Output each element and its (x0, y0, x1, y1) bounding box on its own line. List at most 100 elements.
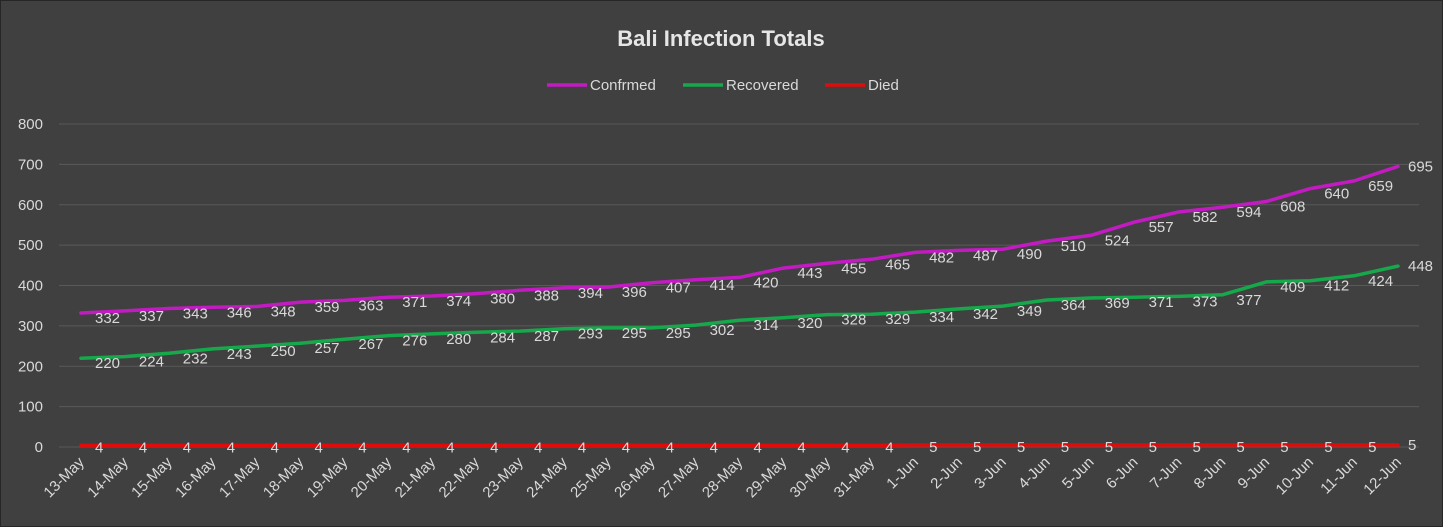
x-tick-label: 27-May (655, 453, 703, 501)
data-label: 4 (666, 439, 674, 456)
x-tick-label: 14-May (84, 453, 132, 501)
legend-entry: Died (868, 77, 899, 94)
data-label: 407 (666, 280, 691, 297)
data-label: 557 (1149, 219, 1174, 236)
data-label: 373 (1193, 293, 1218, 310)
y-axis: 0 100 200 300 400 500 600 700 800 (18, 116, 43, 456)
data-label: 5 (1408, 437, 1416, 454)
data-label: 302 (710, 322, 735, 339)
x-tick-label: 23-May (479, 453, 527, 501)
data-label: 4 (754, 439, 762, 456)
data-label: 5 (973, 439, 981, 456)
data-label: 5 (1236, 439, 1244, 456)
legend-entry: Recovered (726, 77, 799, 94)
data-label: 314 (754, 317, 779, 334)
x-tick-label: 28-May (699, 453, 747, 501)
data-label: 388 (534, 287, 559, 304)
data-label: 346 (227, 304, 252, 321)
x-tick-label: 22-May (436, 453, 484, 501)
x-tick-label: 7-Jun (1147, 454, 1186, 493)
y-tick-label: 800 (18, 116, 43, 133)
x-axis: 13-May14-May15-May16-May17-May18-May19-M… (40, 453, 1404, 501)
x-tick-label: 19-May (304, 453, 352, 501)
data-label: 329 (885, 311, 910, 328)
x-tick-label: 25-May (567, 453, 615, 501)
x-tick-label: 2-Jun (927, 454, 966, 493)
data-label: 343 (183, 306, 208, 323)
data-label: 5 (1061, 439, 1069, 456)
data-label: 4 (95, 439, 103, 456)
data-label: 4 (139, 439, 147, 456)
x-tick-label: 18-May (260, 453, 308, 501)
x-tick-label: 8-Jun (1191, 454, 1230, 493)
data-label: 510 (1061, 238, 1086, 255)
data-label: 5 (1105, 439, 1113, 456)
data-label: 334 (929, 309, 954, 326)
x-tick-label: 6-Jun (1103, 454, 1142, 493)
y-tick-label: 100 (18, 399, 43, 416)
chart-title: Bali Infection Totals (617, 26, 824, 51)
series-group (79, 164, 1400, 448)
data-label: 267 (358, 336, 383, 353)
data-label: 348 (271, 303, 296, 320)
y-tick-label: 500 (18, 237, 43, 254)
data-label: 5 (1149, 439, 1157, 456)
data-label: 380 (490, 291, 515, 308)
x-tick-label: 21-May (392, 453, 440, 501)
x-tick-label: 10-Jun (1273, 454, 1317, 498)
series-line-confrmed (79, 164, 1400, 315)
data-label: 582 (1193, 209, 1218, 226)
x-tick-label: 13-May (40, 453, 88, 501)
data-label: 224 (139, 354, 164, 371)
data-label: 524 (1105, 232, 1130, 249)
data-label: 287 (534, 328, 559, 345)
data-label: 4 (841, 439, 849, 456)
data-label: 4 (578, 439, 586, 456)
data-label: 448 (1408, 258, 1433, 275)
data-label: 443 (797, 265, 822, 282)
data-label: 414 (710, 277, 735, 294)
x-tick-label: 3-Jun (971, 454, 1010, 493)
data-label: 482 (929, 249, 954, 266)
data-label: 394 (578, 285, 603, 302)
data-label: 243 (227, 346, 252, 363)
data-label: 5 (1324, 439, 1332, 456)
data-label: 284 (490, 329, 515, 346)
data-label: 295 (622, 325, 647, 342)
x-tick-label: 11-Jun (1317, 454, 1361, 498)
x-tick-label: 26-May (611, 453, 659, 501)
legend: Confrmed Recovered Died (547, 77, 899, 94)
data-label: 371 (402, 294, 427, 311)
y-tick-label: 0 (35, 439, 43, 456)
data-label: 4 (358, 439, 366, 456)
x-tick-label: 24-May (523, 453, 571, 501)
y-tick-label: 700 (18, 156, 43, 173)
data-label: 377 (1236, 292, 1261, 309)
data-label: 4 (271, 439, 279, 456)
legend-entry: Confrmed (590, 77, 656, 94)
data-label: 363 (358, 297, 383, 314)
data-label: 487 (973, 247, 998, 264)
x-tick-label: 4-Jun (1015, 454, 1054, 493)
x-tick-label: 30-May (787, 453, 835, 501)
data-label: 280 (446, 331, 471, 348)
data-label: 4 (797, 439, 805, 456)
data-label: 359 (315, 299, 340, 316)
data-label: 465 (885, 256, 910, 273)
x-tick-label: 17-May (216, 453, 264, 501)
data-label: 424 (1368, 273, 1393, 290)
y-tick-label: 600 (18, 197, 43, 214)
data-label: 342 (973, 306, 998, 323)
data-label: 420 (754, 274, 779, 291)
data-label: 293 (578, 326, 603, 343)
data-label: 4 (534, 439, 542, 456)
data-label: 455 (841, 260, 866, 277)
data-label: 409 (1280, 279, 1305, 296)
data-label: 4 (315, 439, 323, 456)
data-label: 608 (1280, 199, 1305, 216)
data-label: 4 (490, 439, 498, 456)
data-label: 349 (1017, 303, 1042, 320)
x-tick-label: 15-May (128, 453, 176, 501)
data-label: 594 (1236, 204, 1261, 221)
